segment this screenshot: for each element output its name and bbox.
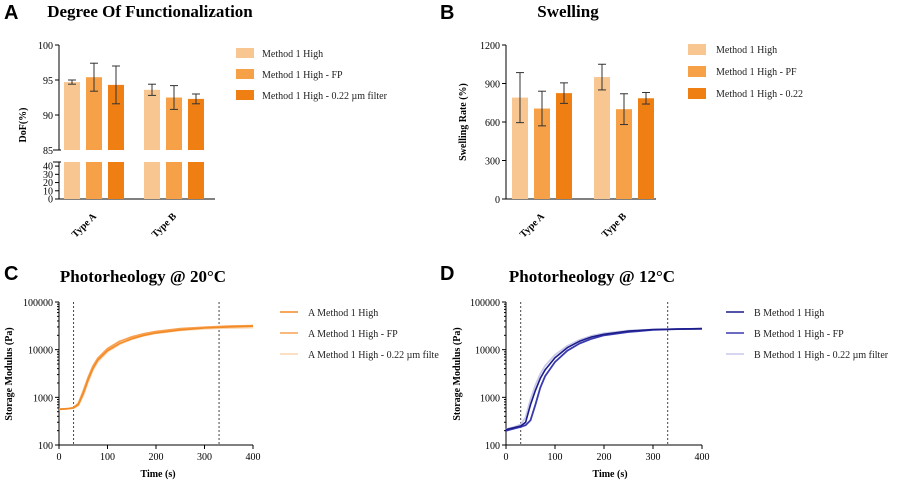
- series-line: [505, 328, 702, 431]
- y-tick-label: 600: [485, 118, 500, 129]
- x-tick-label: 200: [597, 452, 612, 463]
- y-tick-label: 10: [43, 186, 53, 197]
- y-tick-label: 100000: [470, 298, 500, 309]
- legend-label: A Method 1 High - FP: [308, 329, 398, 340]
- legend-label: A Method 1 High: [308, 308, 378, 319]
- series-line: [505, 327, 703, 432]
- legend-swatch: [688, 66, 706, 77]
- bar-lower-segment: [188, 162, 204, 199]
- bar-lower-segment: [108, 162, 124, 199]
- legend-swatch: [236, 90, 254, 100]
- series-line: [58, 324, 254, 411]
- x-tick-label: Type B: [150, 211, 179, 240]
- y-tick-label: 100: [485, 441, 500, 452]
- legend-label: Method 1 High: [262, 49, 323, 60]
- bar-lower-segment: [166, 162, 182, 199]
- x-tick-label: 200: [149, 452, 164, 463]
- chart-d-title: Photorheology @ 12°C: [509, 267, 675, 286]
- y-tick-label: 0: [48, 195, 53, 206]
- y-tick-label: 85: [43, 146, 53, 157]
- panel-a-degree-of-functionalization: A Degree Of Functionalization DoF(%) 85 9…: [4, 2, 388, 240]
- bar: [594, 77, 610, 199]
- legend-label: B Method 1 High: [754, 308, 824, 319]
- bar: [64, 82, 80, 150]
- bar-lower-segment: [144, 162, 160, 199]
- bar: [108, 84, 124, 150]
- panel-letter-a: A: [4, 2, 18, 24]
- y-tick-label: 20: [43, 178, 53, 189]
- y-tick-label: 30: [43, 170, 53, 181]
- y-tick-label: 100: [38, 441, 53, 452]
- legend-swatch: [236, 48, 254, 58]
- series-line: [505, 327, 703, 431]
- chart-c-xlabel: Time (s): [140, 469, 175, 480]
- panel-letter-d: D: [440, 263, 454, 285]
- legend-label: A Method 1 High - 0.22 µm filte: [308, 350, 439, 361]
- x-tick-label: 300: [197, 452, 212, 463]
- legend-label: Method 1 High - 0.22 µm filter: [262, 91, 388, 102]
- legend-label: B Method 1 High - 0.22 µm filter: [754, 350, 889, 361]
- legend-label: Method 1 High - 0.22: [716, 89, 803, 100]
- x-tick-label: Type B: [600, 211, 629, 240]
- x-tick-label: 300: [646, 452, 661, 463]
- y-tick-label: 1200: [480, 41, 500, 52]
- legend-label: Method 1 High - FP: [262, 70, 343, 81]
- bar-lower-segment: [64, 162, 80, 199]
- y-tick-label: 1000: [480, 393, 500, 404]
- bar: [556, 93, 572, 199]
- bar: [616, 109, 632, 199]
- bar: [188, 98, 204, 150]
- x-tick-label: 0: [57, 452, 62, 463]
- y-tick-label: 10000: [475, 346, 500, 357]
- y-tick-label: 100: [38, 41, 53, 52]
- bar: [86, 77, 102, 150]
- x-tick-label: 0: [504, 452, 509, 463]
- chart-b-ylabel: Swelling Rate (%): [458, 83, 469, 161]
- legend-swatch: [688, 88, 706, 99]
- x-tick-label: Type A: [518, 211, 548, 241]
- legend-label: Method 1 High: [716, 45, 777, 56]
- series-line: [58, 325, 254, 411]
- chart-a-title: Degree Of Functionalization: [47, 2, 253, 21]
- axis-break-gap: [53, 151, 217, 161]
- y-tick-label: 95: [43, 76, 53, 87]
- y-tick-label: 10000: [28, 346, 53, 357]
- chart-c-ylabel: Storage Modulus (Pa): [4, 327, 15, 420]
- panel-letter-c: C: [4, 263, 18, 285]
- y-tick-label: 0: [495, 195, 500, 206]
- panel-d-photorheology-12c: D Photorheology @ 12°C Storage Modulus (…: [440, 263, 889, 480]
- y-tick-label: 1000: [33, 393, 53, 404]
- y-tick-label: 900: [485, 80, 500, 91]
- bar: [638, 98, 654, 199]
- legend-swatch: [688, 44, 706, 55]
- x-tick-label: 400: [246, 452, 261, 463]
- chart-b-title: Swelling: [537, 2, 599, 21]
- y-tick-label: 100000: [23, 298, 53, 309]
- panel-b-swelling: B Swelling Swelling Rate (%) 0 300 600 900 1…: [440, 2, 803, 240]
- x-tick-label: Type A: [70, 211, 100, 241]
- y-tick-label: 90: [43, 111, 53, 122]
- chart-d-xlabel: Time (s): [592, 469, 627, 480]
- y-tick-label: 40: [43, 162, 53, 173]
- chart-c-title: Photorheology @ 20°C: [60, 267, 226, 286]
- chart-a-ylabel: DoF(%): [18, 108, 29, 143]
- bar: [534, 108, 550, 199]
- legend-swatch: [236, 69, 254, 79]
- legend-label: Method 1 High - PF: [716, 67, 797, 78]
- panel-letter-b: B: [440, 2, 454, 24]
- bar: [166, 97, 182, 150]
- bar: [144, 89, 160, 150]
- legend-label: B Method 1 High - FP: [754, 329, 844, 340]
- chart-d-ylabel: Storage Modulus (Pa): [452, 327, 463, 420]
- series-line: [58, 326, 254, 411]
- x-tick-label: 400: [695, 452, 710, 463]
- y-tick-label: 300: [485, 157, 500, 168]
- bar-lower-segment: [86, 162, 102, 199]
- panel-c-photorheology-20c: C Photorheology @ 20°C Storage Modulus (…: [4, 263, 439, 480]
- x-tick-label: 100: [548, 452, 563, 463]
- x-tick-label: 100: [100, 452, 115, 463]
